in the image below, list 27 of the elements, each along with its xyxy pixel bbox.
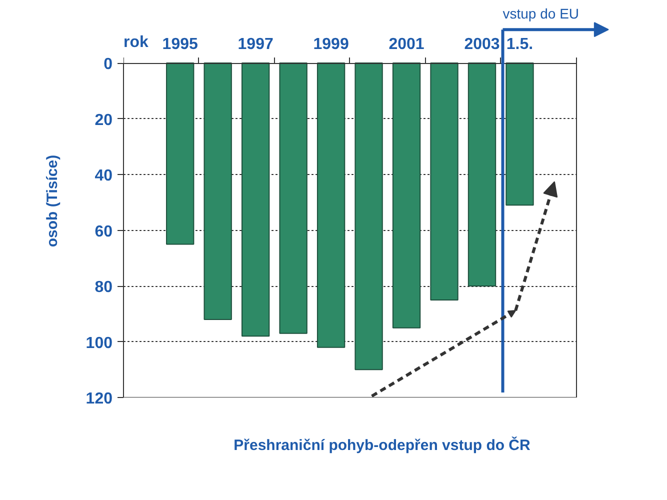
y-axis-title: osob (Tisíce) bbox=[44, 154, 61, 248]
bar bbox=[316, 62, 346, 348]
bar bbox=[166, 62, 194, 245]
x-tick-label: 1997 bbox=[238, 36, 274, 54]
y-tick-label: 60 bbox=[94, 223, 113, 240]
x-tick-label: 1995 bbox=[162, 36, 198, 54]
bar bbox=[354, 62, 383, 370]
bar bbox=[468, 62, 496, 287]
y-tick-label: 100 bbox=[86, 334, 113, 352]
bar bbox=[430, 62, 458, 300]
bar bbox=[279, 62, 308, 334]
ref-line-label: vstup do EU bbox=[502, 6, 580, 22]
x-tick-label: 1.5. bbox=[506, 36, 534, 54]
bar bbox=[204, 62, 232, 320]
x-tick-label: 2003 bbox=[464, 36, 500, 54]
x-tick-label: 1999 bbox=[313, 36, 349, 54]
y-tick-label: 80 bbox=[94, 279, 113, 296]
bar bbox=[506, 62, 534, 206]
y-tick-label: 20 bbox=[94, 112, 113, 129]
y-tick-label: 40 bbox=[94, 168, 113, 185]
y-tick-label: 0 bbox=[104, 56, 113, 74]
x-tick-label: 2001 bbox=[388, 36, 424, 54]
x-axis-title: rok bbox=[124, 34, 148, 52]
bar bbox=[392, 62, 421, 328]
bar bbox=[241, 62, 270, 337]
y-tick-label: 120 bbox=[86, 390, 113, 408]
text: Přeshraniční pohyb-odepřen vstup do ČR bbox=[234, 436, 531, 454]
